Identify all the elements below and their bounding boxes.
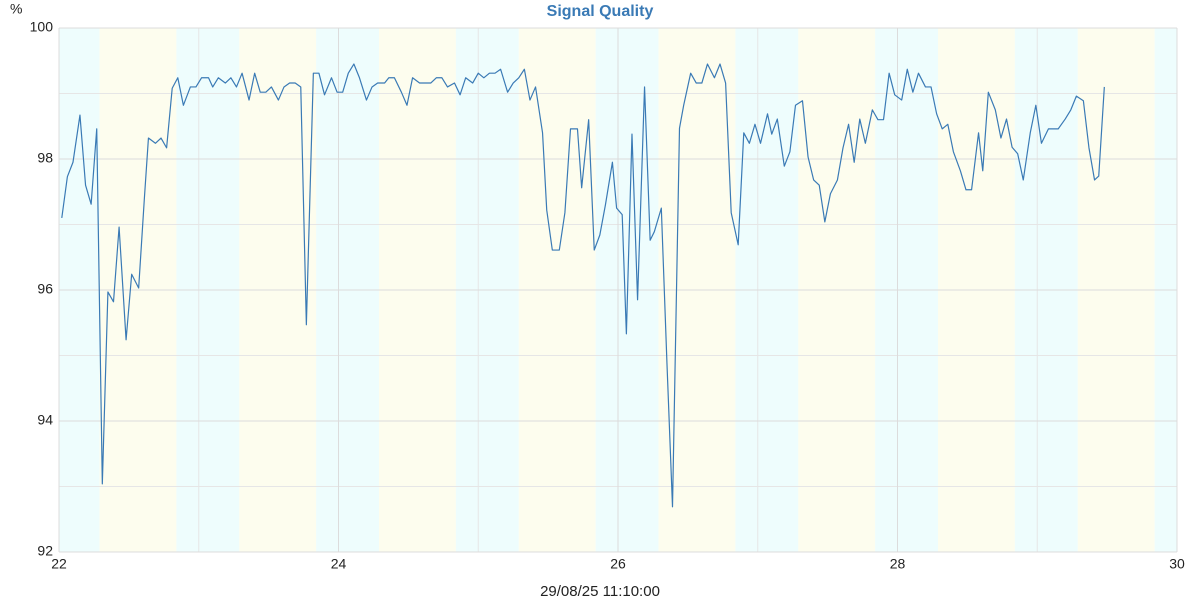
y-tick-label: 94 [37,412,53,428]
data-line [61,63,1105,508]
x-tick-label: 26 [610,556,626,572]
y-tick-label: 96 [37,281,53,297]
y-tick-label: 98 [37,150,53,166]
y-tick-label: 92 [37,543,53,559]
x-axis-label: 29/08/25 11:10:00 [540,583,660,600]
y-tick-label: 100 [30,19,54,35]
x-tick-label: 28 [890,556,906,572]
y-unit-label: % [10,1,22,17]
x-tick-label: 22 [51,556,67,572]
chart-title: Signal Quality [547,3,654,20]
x-tick-label: 24 [331,556,347,572]
x-tick-label: 30 [1169,556,1185,572]
